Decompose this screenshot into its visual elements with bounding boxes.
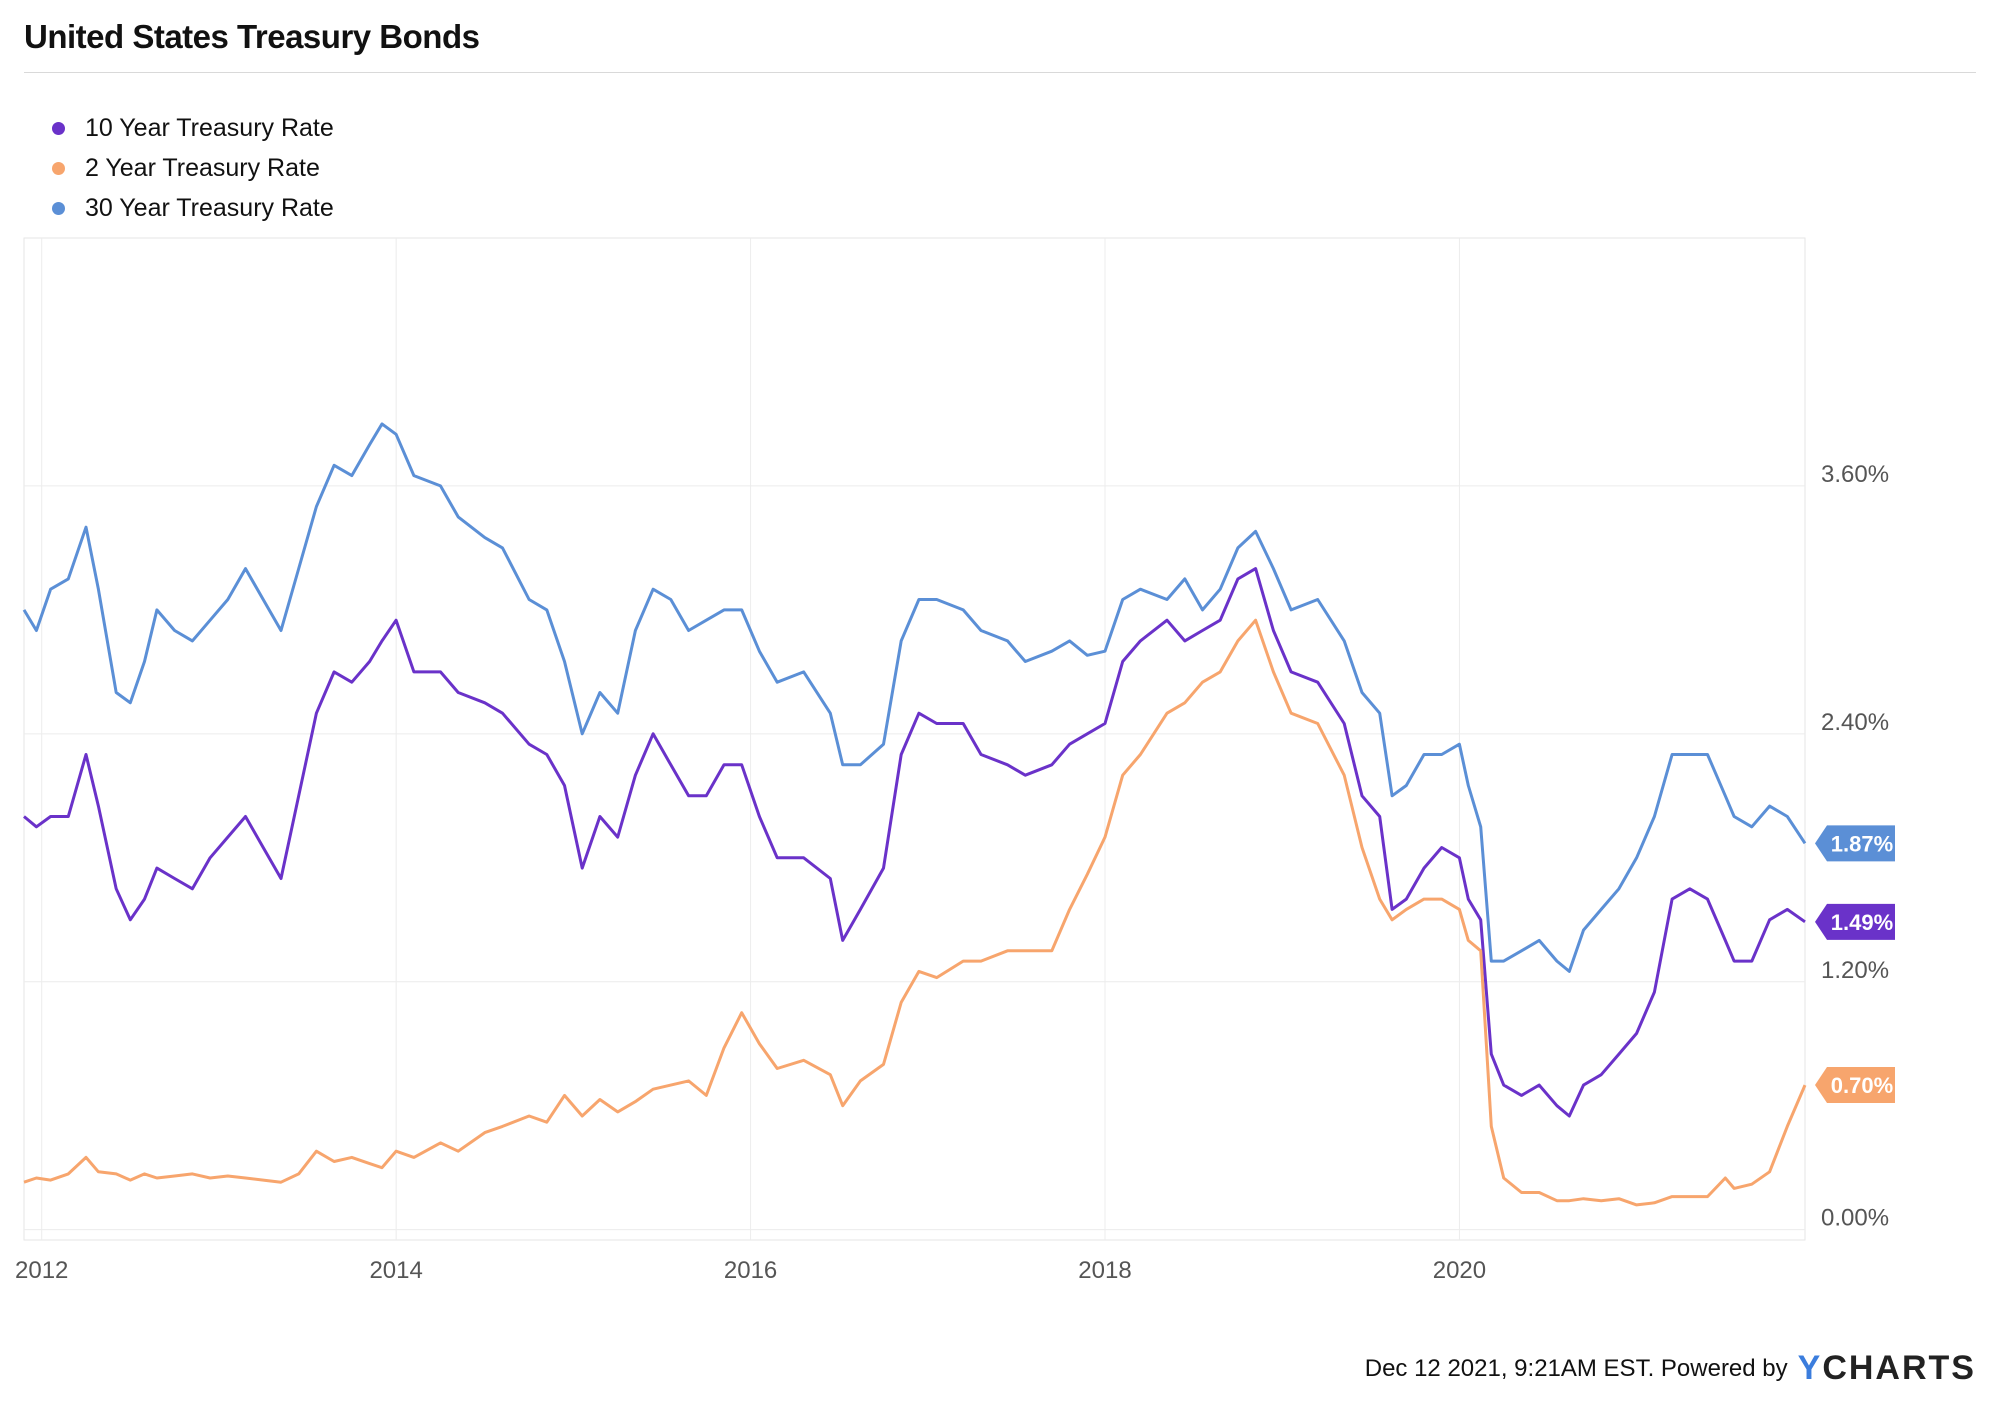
plot-area: [23, 237, 1806, 1241]
legend-label-30-year: 30 Year Treasury Rate: [85, 193, 334, 222]
legend-dot-10-year: [52, 121, 65, 135]
x-tick-label: 2012: [15, 1257, 68, 1284]
y-tick-label: 0.00%: [1821, 1205, 1889, 1232]
end-flag-2-year: [1815, 1067, 1895, 1104]
end-label-2-year: 0.70%: [1831, 1073, 1893, 1098]
x-tick-label: 2018: [1078, 1257, 1131, 1284]
end-flag-10-year: [1815, 903, 1895, 940]
legend-item-30-year[interactable]: 30 Year Treasury Rate: [52, 188, 334, 228]
x-tick-label: 2014: [369, 1257, 422, 1284]
chart-title: United States Treasury Bonds: [24, 18, 480, 55]
legend-dot-2-year: [52, 161, 65, 175]
x-tick-label: 2020: [1433, 1257, 1486, 1284]
ycharts-logo[interactable]: YCHARTS: [1797, 1349, 1976, 1387]
series-line-30-year: [22, 422, 1807, 973]
end-label-10-year: 1.49%: [1831, 910, 1893, 935]
end-flag-30-year: [1815, 825, 1895, 862]
series-line-10-year: [23, 567, 1806, 1118]
y-tick-label: 1.20%: [1821, 957, 1889, 984]
legend-dot-30-year: [52, 201, 65, 215]
footer-attribution: Dec 12 2021, 9:21AM EST. Powered by YCHA…: [1365, 1349, 1976, 1388]
y-tick-label: 2.40%: [1821, 709, 1889, 736]
series-line-2-year: [23, 618, 1807, 1207]
legend-item-10-year[interactable]: 10 Year Treasury Rate: [52, 108, 334, 148]
legend: 10 Year Treasury Rate 2 Year Treasury Ra…: [52, 108, 334, 228]
legend-item-2-year[interactable]: 2 Year Treasury Rate: [52, 148, 334, 188]
end-label-30-year: 1.87%: [1831, 831, 1893, 856]
legend-label-10-year: 10 Year Treasury Rate: [85, 113, 334, 142]
y-tick-label: 3.60%: [1821, 461, 1889, 488]
legend-label-2-year: 2 Year Treasury Rate: [85, 153, 320, 182]
x-tick-label: 2016: [724, 1257, 777, 1284]
title-divider: [24, 72, 1976, 73]
footer-text: Dec 12 2021, 9:21AM EST. Powered by: [1364, 1354, 1788, 1382]
